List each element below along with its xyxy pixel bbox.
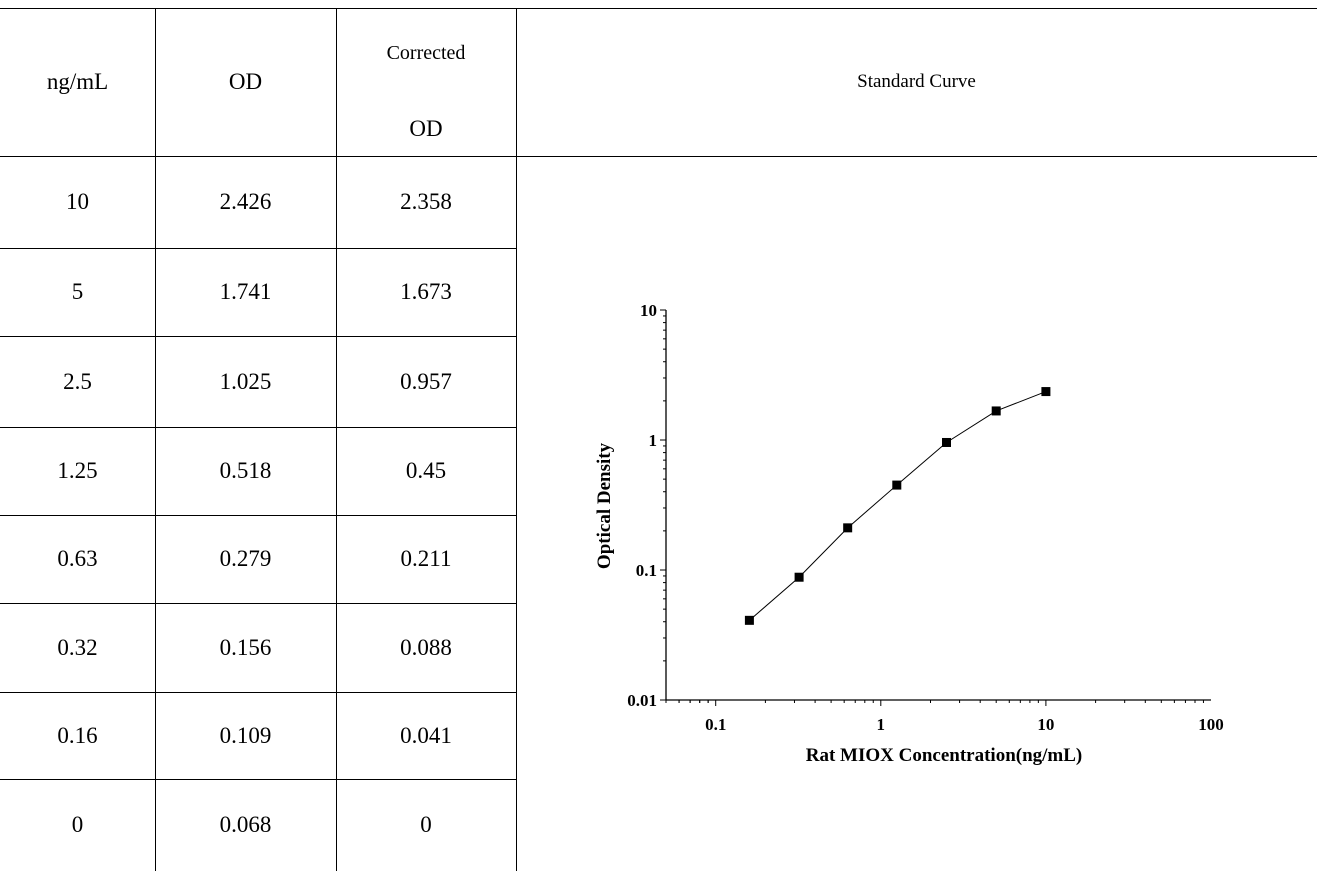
header-standard-curve: Standard Curve (857, 71, 976, 92)
chart-series (744, 387, 1051, 625)
table-top-border (0, 8, 1317, 9)
data-point-marker (991, 406, 1001, 416)
x-tick-label: 10 (1037, 715, 1054, 734)
row-1-od: 2.426 (219, 189, 272, 214)
series-line (749, 391, 1047, 621)
row-2-concentration: 5 (71, 279, 84, 304)
data-point-marker (794, 572, 804, 582)
chart-ticks: 0.1 1 10 100 0.01 0.1 1 10 (627, 301, 1224, 734)
row-4-corrected-od: 0.45 (405, 458, 447, 483)
row-1-corrected-od: 2.358 (400, 189, 452, 214)
y-axis-label: Optical Density (594, 442, 615, 569)
row-2-corrected-od: 1.673 (400, 279, 452, 304)
data-point-marker (744, 615, 754, 625)
row-8-corrected-od: 0 (420, 812, 432, 837)
y-tick-label: 10 (640, 301, 657, 320)
row-3-od: 1.025 (219, 368, 272, 394)
row-divider (0, 248, 516, 249)
row-divider (0, 603, 516, 604)
row-divider (0, 515, 516, 516)
header-od: OD (228, 69, 263, 94)
row-3-corrected-od: 0.957 (400, 368, 452, 394)
data-point-marker (1041, 387, 1051, 397)
col-divider (516, 8, 517, 871)
row-5-corrected-od: 0.211 (400, 546, 452, 571)
y-tick-label: 0.1 (636, 561, 657, 580)
row-8-od: 0.068 (219, 812, 272, 837)
row-8-concentration: 0 (71, 812, 84, 837)
row-6-od: 0.156 (219, 634, 272, 660)
x-tick-label: 100 (1198, 715, 1224, 734)
header-concentration: ng/mL (46, 69, 109, 94)
row-3-concentration: 2.5 (63, 368, 92, 394)
data-point-marker (941, 437, 951, 447)
x-axis-label: Rat MIOX Concentration(ng/mL) (806, 745, 1083, 766)
row-4-concentration: 1.25 (57, 458, 98, 483)
row-2-od: 1.741 (219, 279, 272, 304)
row-7-od: 0.109 (219, 722, 272, 748)
row-7-concentration: 0.16 (57, 722, 98, 748)
y-tick-label: 1 (649, 431, 658, 450)
row-divider (0, 336, 516, 337)
row-6-corrected-od: 0.088 (400, 634, 452, 660)
x-tick-label: 0.1 (705, 715, 726, 734)
y-tick-label: 0.01 (627, 691, 657, 710)
table-header-bottom-border (0, 156, 1317, 157)
col-divider (155, 8, 156, 871)
row-5-concentration: 0.63 (57, 546, 98, 571)
row-divider (0, 779, 516, 780)
row-4-od: 0.518 (219, 458, 272, 483)
col-divider (336, 8, 337, 871)
header-corrected-od: Corrected OD (336, 42, 516, 142)
header-corrected-line1: Corrected (386, 42, 466, 64)
header-corrected-line2: OD (409, 116, 443, 141)
row-divider (0, 427, 516, 428)
row-7-corrected-od: 0.041 (400, 722, 452, 748)
row-5-od: 0.279 (219, 546, 272, 571)
data-point-marker (892, 480, 902, 490)
row-divider (0, 692, 516, 693)
chart-axes (665, 310, 1211, 701)
data-point-marker (843, 523, 853, 533)
row-6-concentration: 0.32 (57, 634, 98, 660)
x-tick-label: 1 (877, 715, 886, 734)
row-1-concentration: 10 (66, 189, 89, 214)
